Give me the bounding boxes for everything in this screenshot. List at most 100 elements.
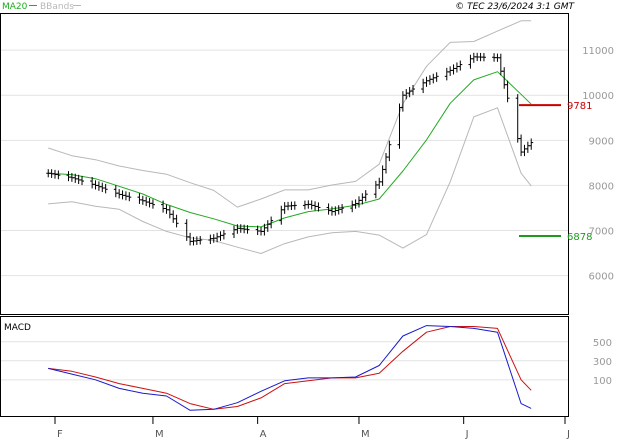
ohlc-bar: [329, 206, 334, 216]
ohlc-bar: [458, 60, 463, 71]
ohlc-bar: [525, 141, 530, 153]
macd-signal-line: [48, 326, 532, 410]
ohlc-bar: [188, 232, 193, 246]
ohlc-bar: [421, 78, 426, 94]
ohlc-bar: [387, 140, 392, 162]
macd-line: [48, 325, 532, 411]
ohlc-bar: [171, 210, 176, 223]
ohlc-bar: [198, 235, 203, 245]
ohlc-bar: [515, 94, 520, 143]
ohlc-bar: [232, 225, 237, 239]
ohlc-bar: [505, 80, 510, 103]
ohlc-bar: [454, 62, 459, 73]
price-panel-frame: [0, 13, 569, 315]
price-tick-label: 8000: [589, 181, 614, 192]
ohlc-bar: [282, 202, 287, 214]
month-tick-label: M: [361, 429, 370, 440]
ohlc-bar: [113, 185, 118, 198]
ohlc-bar: [353, 199, 358, 209]
ohlc-bar: [383, 153, 388, 174]
ohlc-bar: [313, 201, 318, 211]
ohlc-bar: [137, 193, 142, 204]
price-tick-label: 10000: [582, 91, 614, 102]
ohlc-bar: [117, 189, 122, 199]
ohlc-bar: [218, 231, 223, 241]
month-tick-label: J: [465, 429, 469, 440]
ohlc-bar: [468, 54, 473, 69]
ohlc-bar: [434, 72, 439, 82]
ohlc-bar: [167, 205, 172, 219]
macd-panel-frame: [0, 316, 569, 417]
ohlc-bar: [363, 190, 368, 202]
legend-bbands-label: BBands: [40, 2, 74, 12]
ohlc-bar: [397, 103, 402, 149]
month-tick-label: F: [57, 429, 63, 440]
ohlc-bar: [502, 67, 507, 89]
ohlc-bar: [103, 183, 108, 194]
macd-tick-label: 300: [593, 357, 612, 368]
ohlc-bar: [93, 180, 98, 190]
ohlc-bar: [427, 75, 432, 85]
ohlc-bar: [424, 76, 429, 87]
price-tick-label: 9000: [589, 136, 614, 147]
ohlc-bar: [174, 214, 179, 228]
ohlc-bar: [380, 165, 385, 186]
copyright-text: © TEC 23/6/2024 3:1 GMT: [455, 2, 575, 12]
bollinger-bands: [48, 20, 532, 254]
ohlc-bar: [471, 52, 476, 63]
ma20-line: [48, 71, 532, 228]
level-label: 6878: [567, 232, 592, 243]
ohlc-bar: [100, 182, 105, 193]
ohlc-bar: [150, 199, 155, 209]
ohlc-bar: [377, 177, 382, 189]
month-tick-label: M: [155, 429, 164, 440]
ohlc-bar: [529, 138, 534, 150]
ohlc-bar: [498, 53, 503, 76]
ohlc-bar: [336, 205, 341, 215]
ohlc-bars: [46, 52, 534, 246]
ohlc-bar: [147, 197, 152, 208]
ohlc-bar: [309, 200, 314, 210]
price-levels: 9781 6878: [519, 101, 592, 243]
ohlc-bar: [356, 196, 361, 208]
ohlc-bar: [373, 180, 378, 199]
ohlc-bar: [66, 171, 71, 182]
legend-ma20-label: MA20: [2, 2, 28, 12]
bbands-lower-line: [48, 107, 532, 254]
ohlc-bar: [431, 73, 436, 84]
price-tick-label: 6000: [589, 272, 614, 283]
bbands-upper-line: [48, 20, 532, 208]
price-tick-label: 7000: [589, 227, 614, 238]
ohlc-bar: [279, 205, 284, 225]
macd-title: MACD: [4, 323, 31, 333]
macd-tick-label: 100: [593, 376, 612, 387]
ohlc-bar: [404, 89, 409, 100]
ohlc-bar: [519, 134, 524, 157]
ohlc-bar: [448, 66, 453, 76]
ohlc-bar: [208, 234, 213, 245]
price-tick-label: 11000: [582, 46, 614, 57]
ohlc-bar: [96, 181, 101, 191]
month-tick-label: A: [260, 429, 267, 440]
ohlc-bar: [164, 204, 169, 214]
ohlc-bar: [340, 204, 345, 214]
macd-panel: MACD 100 300 500: [0, 316, 612, 417]
price-axis: 6000 7000 8000 9000 10000 11000: [582, 46, 614, 283]
ohlc-bar: [144, 196, 149, 207]
macd-axis: 100 300 500: [593, 338, 612, 387]
level-label: 9781: [567, 101, 592, 112]
ohlc-bar: [481, 53, 486, 62]
ohlc-bar: [451, 64, 456, 75]
ohlc-bar: [56, 170, 61, 180]
grid-layer: [0, 49, 568, 381]
ohlc-bar: [522, 144, 527, 157]
ma20-line: [48, 71, 532, 228]
month-tick-label: J: [566, 429, 570, 440]
macd-lines: [48, 325, 532, 411]
ohlc-bar: [80, 175, 85, 186]
ohlc-bar: [221, 229, 226, 240]
ohlc-bar: [444, 67, 449, 81]
ohlc-bar: [127, 192, 132, 202]
